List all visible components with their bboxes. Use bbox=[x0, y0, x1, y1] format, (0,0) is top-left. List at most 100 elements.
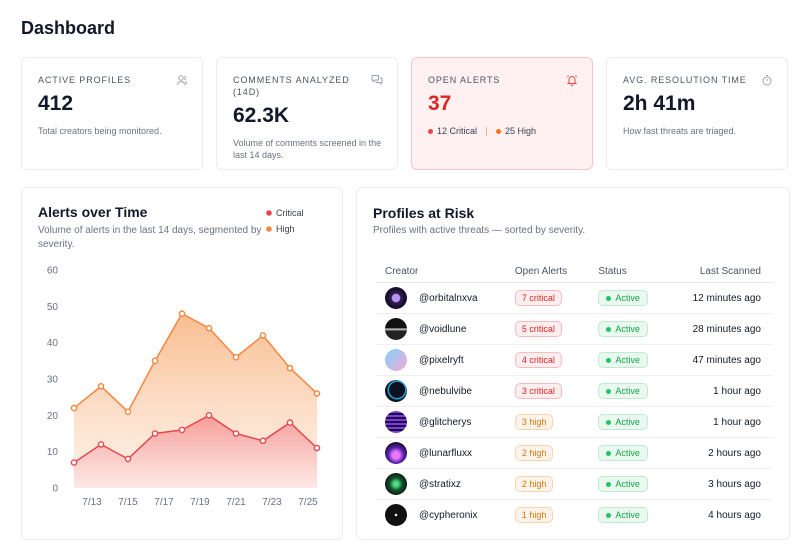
legend-label: Critical bbox=[276, 208, 304, 218]
status-cell: Active bbox=[588, 344, 669, 376]
status-dot bbox=[606, 388, 612, 394]
status-pill: Active bbox=[598, 290, 648, 306]
status-cell: Active bbox=[588, 500, 668, 531]
timer-icon bbox=[762, 75, 772, 86]
kpi-card: AVG. RESOLUTION TIME 2h 41m How fast thr… bbox=[606, 57, 788, 170]
data-point bbox=[286, 364, 294, 372]
x-tick-label: 7/23 bbox=[262, 497, 282, 508]
kpi-card: OPEN ALERTS 37 12 Critical 25 High bbox=[411, 57, 593, 170]
bell-icon bbox=[566, 75, 578, 86]
legend-label: High bbox=[276, 224, 295, 234]
avatar bbox=[385, 287, 407, 309]
severity-dot bbox=[496, 129, 502, 134]
chart-title: Alerts over Time bbox=[38, 204, 148, 220]
alerts-pill: 1 high bbox=[514, 507, 554, 523]
x-tick-label: 7/15 bbox=[118, 497, 138, 508]
x-tick-label: 7/13 bbox=[82, 497, 102, 508]
creator: @glitcherys bbox=[385, 411, 495, 433]
kpi-card: ACTIVE PROFILES 412 Total creators being… bbox=[21, 57, 203, 170]
status-pill: Active bbox=[598, 476, 648, 492]
alerts-cell: 1 high bbox=[505, 500, 588, 531]
status-dot bbox=[606, 481, 612, 487]
status-text: Active bbox=[615, 417, 640, 427]
data-point bbox=[97, 382, 105, 390]
scanned-cell: 28 minutes ago bbox=[668, 313, 773, 345]
avatar bbox=[385, 411, 407, 433]
data-point bbox=[151, 357, 159, 365]
kpi-value: 37 bbox=[428, 92, 452, 115]
kpi-note: Total creators being monitored. bbox=[38, 126, 162, 136]
creator-handle: @voidlune bbox=[419, 323, 467, 335]
status-cell: Active bbox=[588, 468, 669, 500]
y-tick-label: 20 bbox=[47, 411, 59, 422]
legend-swatch bbox=[266, 210, 272, 216]
data-point bbox=[178, 310, 186, 317]
creator: @cypheronix bbox=[385, 504, 495, 526]
status-pill: Active bbox=[598, 414, 648, 430]
creator-cell: @glitcherys bbox=[375, 406, 505, 438]
data-point bbox=[205, 412, 213, 419]
data-point bbox=[259, 437, 267, 445]
breakdown-item: 25 High bbox=[496, 126, 536, 136]
severity-dot bbox=[428, 129, 433, 134]
creator-handle: @orbitalnxva bbox=[419, 292, 478, 304]
kpi-value: 412 bbox=[38, 92, 74, 115]
kpi-label: AVG. RESOLUTION TIME bbox=[623, 75, 747, 85]
kpi-value: 2h 41m bbox=[623, 92, 696, 115]
table-subtitle: Profiles with active threats — sorted by… bbox=[373, 225, 586, 236]
y-tick-label: 60 bbox=[47, 266, 59, 277]
table-row: @orbitalnxva 7 critical Active 12 minutes a… bbox=[375, 282, 773, 314]
table-header: Profiles at Risk Profiles with active th… bbox=[373, 205, 585, 238]
alerts-pill: 3 critical bbox=[514, 383, 562, 399]
status-dot bbox=[606, 357, 612, 363]
status-text: Active bbox=[615, 386, 640, 396]
creator: @voidlune bbox=[385, 318, 495, 340]
table-row: @cypheronix 1 high Active 4 hours ago bbox=[375, 500, 773, 531]
creator-handle: @cypheronix bbox=[419, 509, 478, 521]
status-dot bbox=[606, 326, 612, 332]
creator-cell: @stratixz bbox=[375, 468, 505, 500]
data-point bbox=[70, 404, 78, 412]
status-dot bbox=[606, 295, 612, 301]
avatar bbox=[385, 473, 407, 495]
status-cell: Active bbox=[588, 437, 669, 469]
alerts-cell: 4 critical bbox=[504, 344, 589, 376]
creator-cell: @lunarfluxx bbox=[375, 437, 505, 469]
x-tick-label: 7/21 bbox=[226, 497, 246, 508]
alert-breakdown: 12 Critical 25 High bbox=[428, 126, 576, 136]
creator-handle: @nebulvibe bbox=[419, 385, 472, 397]
creator: @pixelryft bbox=[385, 349, 495, 371]
table-row: @stratixz 2 high Active 3 hours ago bbox=[375, 468, 773, 500]
table-panel: Profiles at Risk Profiles with active th… bbox=[356, 187, 790, 540]
scanned-cell: 12 minutes ago bbox=[668, 282, 773, 314]
creator-handle: @pixelryft bbox=[419, 354, 464, 366]
y-tick-label: 50 bbox=[47, 302, 59, 313]
scanned-cell: 1 hour ago bbox=[668, 375, 773, 407]
data-point bbox=[205, 324, 213, 332]
scanned-cell: 47 minutes ago bbox=[668, 344, 773, 376]
data-point bbox=[124, 455, 132, 463]
profiles-table: Creator Open Alerts Status Last Scanned @or… bbox=[375, 260, 773, 530]
separator bbox=[486, 126, 488, 136]
status-pill: Active bbox=[598, 383, 648, 399]
chart: Alerts over Time 0 10 20 30 40 50 60 7/13 7/15 7/… bbox=[38, 204, 321, 508]
alerts-cell: 3 high bbox=[504, 406, 589, 438]
comments-icon bbox=[371, 75, 383, 85]
table-row: @pixelryft 4 critical Active 47 minutes ago bbox=[375, 344, 773, 376]
breakdown-text: 12 Critical bbox=[437, 126, 478, 136]
avatar bbox=[385, 349, 407, 371]
status-dot bbox=[606, 419, 612, 425]
alerts-cell: 5 critical bbox=[504, 313, 589, 345]
series-line bbox=[73, 312, 318, 413]
chart-subtitle: Volume of alerts in the last 14 days, se… bbox=[38, 225, 262, 250]
kpi-value: 62.3K bbox=[233, 104, 290, 127]
status-pill: Active bbox=[598, 445, 648, 461]
series-area bbox=[74, 415, 317, 488]
breakdown-text: 25 High bbox=[505, 126, 537, 136]
kpi-note: How fast threats are triaged. bbox=[623, 126, 737, 136]
alerts-pill: 3 high bbox=[514, 414, 554, 430]
avatar bbox=[385, 318, 407, 340]
kpi-label: OPEN ALERTS bbox=[428, 75, 501, 85]
x-tick-label: 7/17 bbox=[154, 497, 174, 508]
status-cell: Active bbox=[588, 282, 669, 314]
